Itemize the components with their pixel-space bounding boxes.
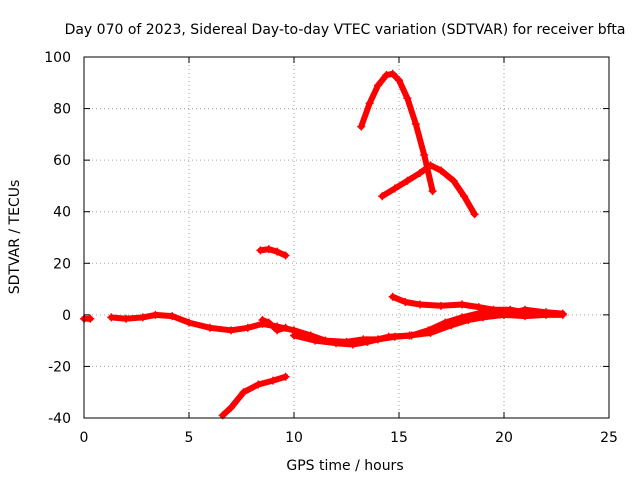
data-point (420, 150, 429, 159)
data-point (405, 331, 414, 340)
data-point (388, 69, 397, 78)
plot-frame (83, 56, 610, 419)
x-tick-label: 25 (600, 430, 618, 446)
data-point (374, 81, 382, 90)
data-point (311, 336, 319, 345)
y-tick-label: -40 (48, 411, 71, 427)
data-point (521, 308, 529, 317)
series-low-arc (219, 373, 289, 419)
data-point (107, 313, 116, 322)
x-tick-label: 15 (390, 430, 408, 446)
gridlines (84, 57, 609, 418)
data-point (382, 71, 391, 80)
x-tick-label: 20 (495, 430, 513, 446)
data-point (168, 312, 177, 321)
data-point (273, 326, 282, 335)
data-point (273, 247, 282, 256)
data-point (365, 99, 374, 108)
data-point (479, 313, 487, 322)
data-point (290, 331, 298, 340)
data-point (411, 120, 420, 129)
data-point (258, 316, 267, 325)
data-point (357, 122, 366, 131)
data-point (416, 300, 424, 309)
x-tick-label: 0 (80, 430, 89, 446)
x-tick-label: 5 (185, 430, 194, 446)
data-point (281, 372, 290, 381)
series-dip-cluster (259, 317, 289, 334)
tick-labels: 0 5 10 15 20 25 -40 -20 0 20 40 60 80 100 (44, 50, 618, 446)
data-point (151, 310, 160, 319)
data-point (542, 308, 550, 317)
data-point (447, 321, 456, 330)
data-point (416, 169, 424, 178)
data-point (489, 305, 498, 314)
data-point (363, 337, 372, 346)
data-point (185, 318, 193, 327)
data-point (437, 301, 445, 310)
data-point (464, 316, 473, 325)
data-point (227, 403, 235, 412)
y-tick-label: 60 (53, 153, 71, 169)
data-point (256, 246, 265, 255)
data-point (384, 332, 393, 341)
data-point (254, 380, 263, 389)
data-point (474, 303, 483, 312)
data-point (332, 339, 340, 348)
data-point (403, 94, 412, 103)
data-point (458, 300, 466, 309)
data-point (449, 176, 458, 185)
data-point (460, 192, 469, 201)
data-point (395, 76, 403, 85)
data-point (426, 161, 435, 170)
data-point (348, 340, 357, 349)
data-point (264, 318, 273, 327)
x-tick-label: 10 (285, 430, 303, 446)
data-point (428, 187, 437, 196)
y-tick-label: 20 (53, 256, 71, 272)
data-point (506, 305, 515, 314)
data-point (437, 166, 445, 175)
y-tick-label: 40 (53, 205, 71, 221)
data-point (243, 323, 252, 332)
data-point (401, 297, 410, 306)
data-point (227, 326, 235, 335)
series-short-arc (257, 246, 289, 259)
y-tick-label: 0 (62, 308, 71, 324)
data-point (264, 245, 273, 254)
data-point (138, 313, 147, 322)
y-axis-label: SDTVAR / TECUs (7, 180, 23, 295)
series-peak-arc (358, 70, 436, 195)
chart-title: Day 070 of 2023, Sidereal Day-to-day VTE… (65, 22, 626, 38)
data-point (403, 176, 412, 185)
data-point (558, 309, 567, 318)
data-point (470, 210, 479, 219)
data-point (206, 323, 214, 332)
data-point (388, 292, 397, 301)
y-tick-label: 100 (44, 50, 71, 66)
data-point (86, 314, 95, 323)
x-axis-label: GPS time / hours (286, 458, 403, 474)
data-series (80, 69, 567, 420)
y-tick-label: 80 (53, 102, 71, 118)
data-point (281, 323, 290, 332)
data-point (281, 251, 290, 260)
axis-ticks (83, 56, 610, 419)
data-point (122, 314, 130, 323)
y-tick-label: -20 (48, 359, 71, 375)
data-point (390, 184, 399, 193)
data-point (239, 388, 248, 397)
data-point (378, 192, 387, 201)
data-point (269, 376, 277, 385)
data-point (426, 328, 435, 337)
